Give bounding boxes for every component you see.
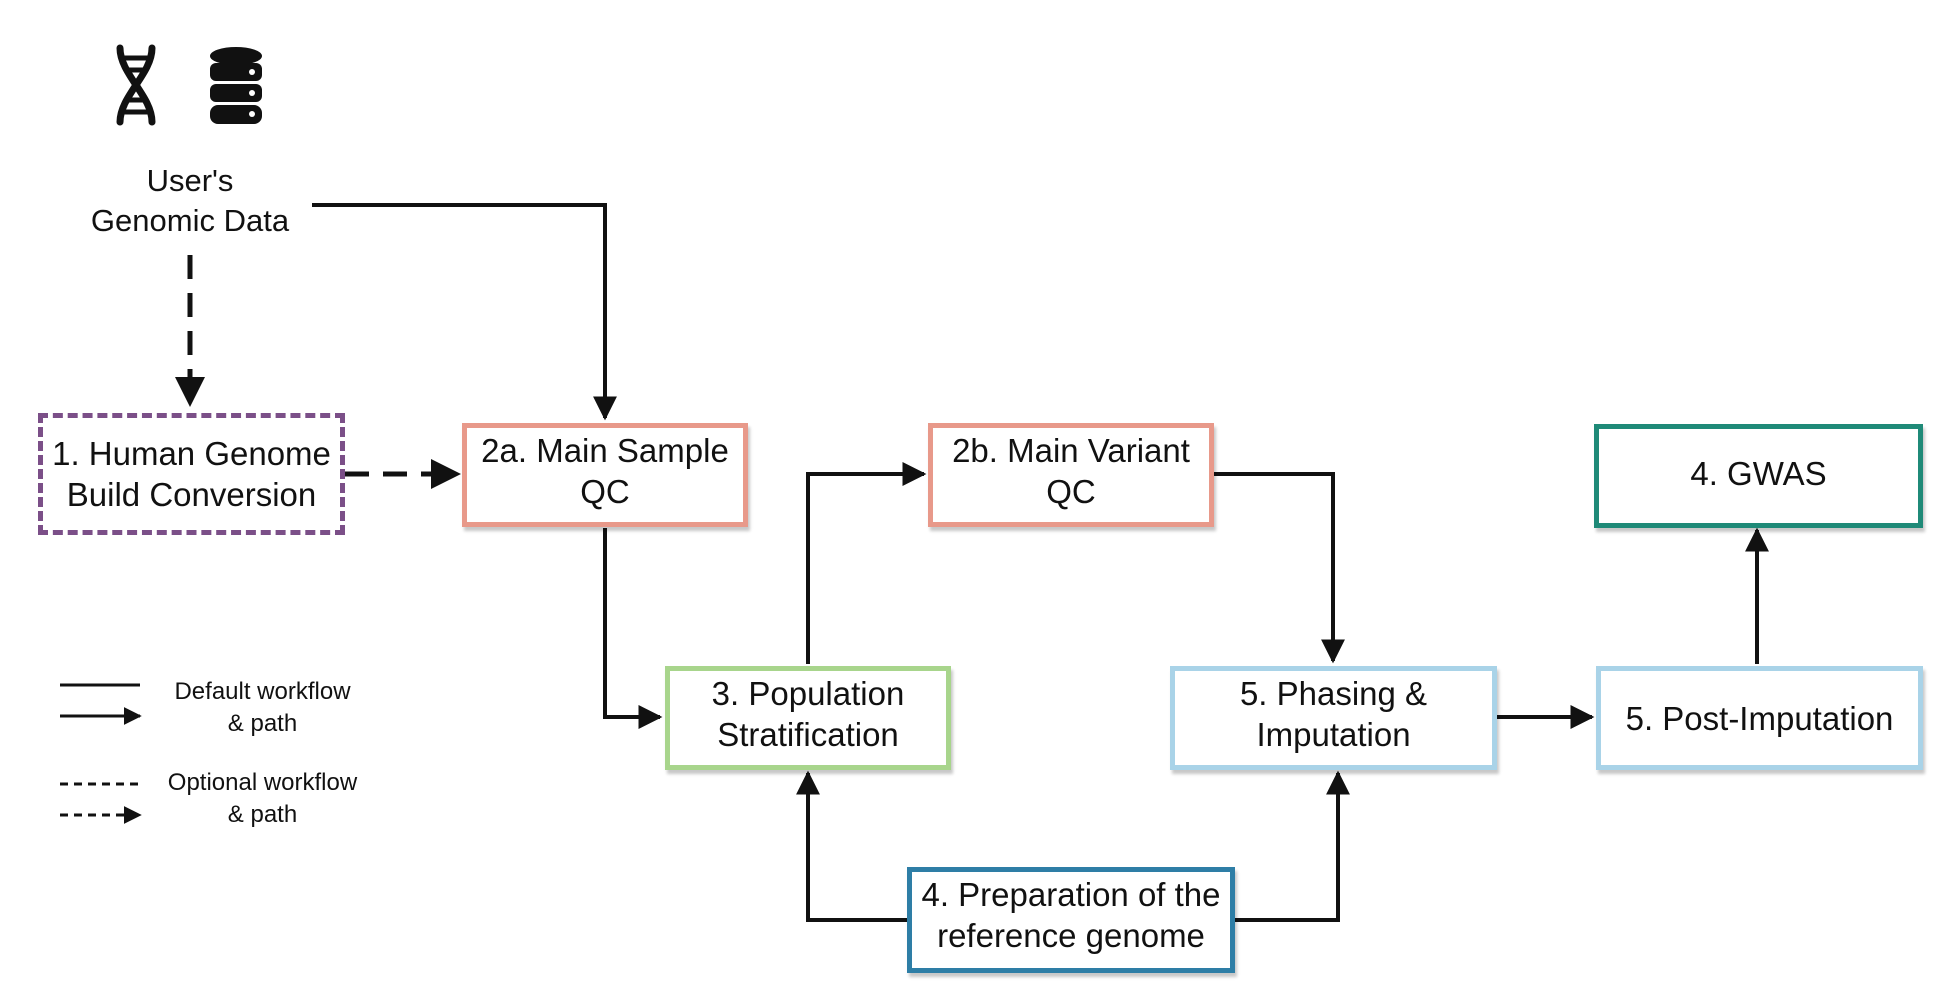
node-reference-line1: 4. Preparation of the [921,876,1221,913]
legend-default-line1: Default workflow [174,678,351,705]
node-post-imputation-label: 5. Post-Imputation [1625,699,1894,737]
node-gwas[interactable]: 4. GWAS [1594,424,1923,528]
node-sample-qc-line1: 2a. Main Sample [481,432,729,469]
node-build-conversion[interactable]: 1. Human Genome Build Conversion [38,413,345,535]
legend-default-text: Default workflow & path [150,676,375,740]
node-population-stratification[interactable]: 3. Population Stratification [665,666,951,770]
arrow-sample-qc-to-population [603,528,663,729]
node-reference-line2: reference genome [937,917,1205,954]
arrow-source-to-sample-qc [312,203,617,421]
node-variant-qc[interactable]: 2b. Main Variant QC [928,423,1214,527]
node-phasing-line1: 5. Phasing & [1239,675,1428,712]
node-post-imputation[interactable]: 5. Post-Imputation [1596,666,1923,770]
source-label-line1: User's [146,163,234,198]
node-population-line2: Stratification [717,716,899,753]
node-build-conversion-line2: Build Conversion [66,476,317,513]
node-gwas-label: 4. GWAS [1690,455,1827,492]
node-variant-qc-line2: QC [1046,473,1096,510]
node-population-line1: 3. Population [711,675,905,712]
arrow-reference-to-phasing [1233,770,1350,922]
dna-helix-icon [116,44,156,126]
legend-default-line2: & path [227,710,298,737]
node-phasing-imputation[interactable]: 5. Phasing & Imputation [1170,666,1497,770]
node-sample-qc[interactable]: 2a. Main Sample QC [462,423,748,527]
arrow-population-to-variant-qc [806,462,927,664]
legend-optional-text: Optional workflow & path [150,767,375,831]
source-label-line2: Genomic Data [90,203,290,238]
legend-optional-line1: Optional workflow [167,769,358,796]
arrow-reference-to-population [796,770,907,922]
legend-optional-line2: & path [227,801,298,828]
node-reference-prep[interactable]: 4. Preparation of the reference genome [907,867,1235,973]
node-phasing-line2: Imputation [1256,716,1411,753]
node-build-conversion-line1: 1. Human Genome [52,435,331,472]
arrow-variant-qc-to-phasing [1214,472,1345,664]
database-icon [210,47,262,124]
node-variant-qc-line1: 2b. Main Variant [952,432,1190,469]
node-sample-qc-line2: QC [580,473,630,510]
source-label: User's Genomic Data [70,161,310,241]
